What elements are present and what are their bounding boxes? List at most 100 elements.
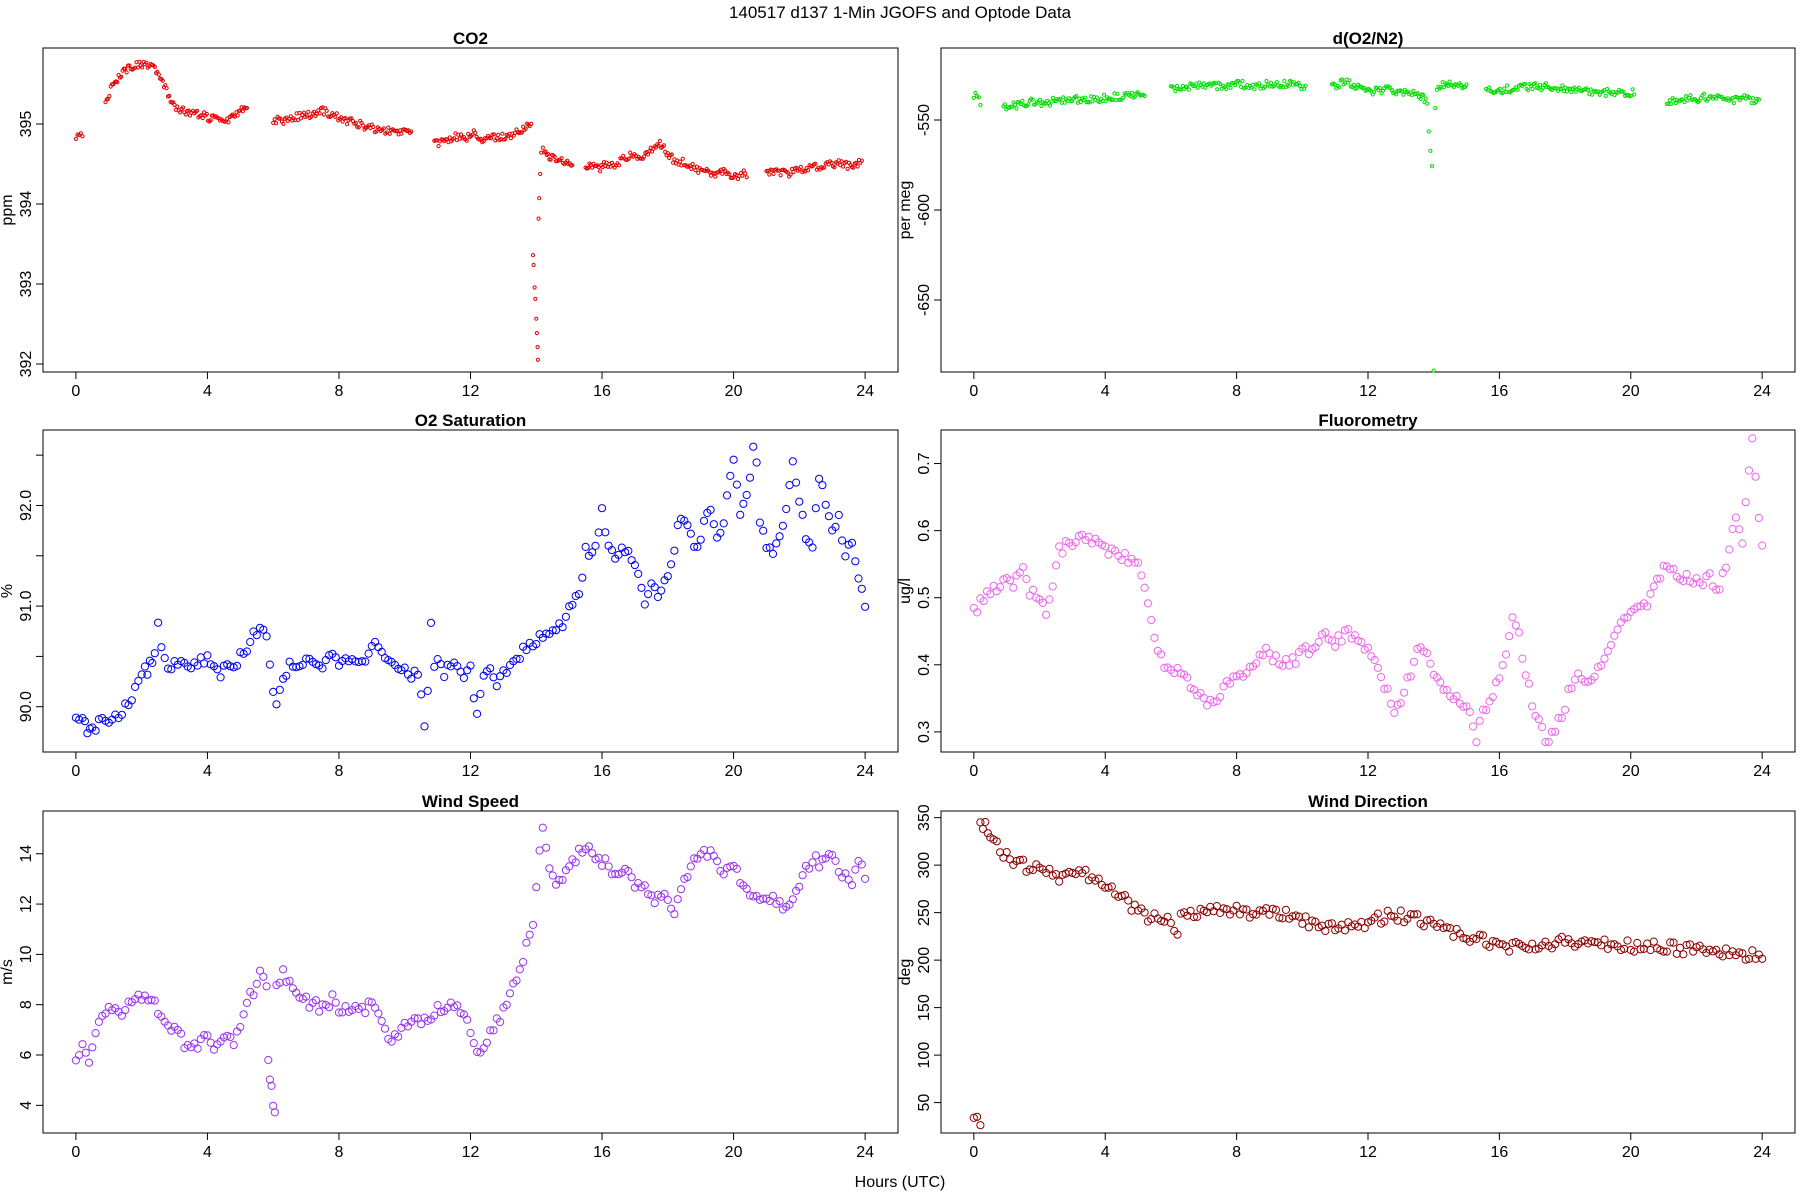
y-tick-label-do2n2: -550 [916,104,933,136]
data-point [163,664,173,673]
data-point [140,65,145,70]
y-tick-label-co2: 392 [18,351,35,378]
data-point [992,837,1001,846]
data-point [259,625,268,634]
data-point [1129,90,1135,96]
data-point [1449,932,1458,941]
data-point [1679,577,1688,586]
data-point [420,722,429,731]
data-point [331,998,340,1007]
data-point [1748,946,1757,955]
data-point [821,500,830,509]
data-point [1621,89,1626,95]
data-point [1488,937,1497,946]
data-point [232,661,242,671]
data-point [127,696,136,705]
data-point [91,726,100,735]
data-point [464,138,469,143]
panel-title-do2n2: d(O2/N2) [1333,29,1404,48]
panel-wspd: Wind Speed 0 4 8 12 16 20 24 4 6 8 10 12 14 m/s [0,792,899,1161]
data-point [1508,938,1517,948]
data-point [841,869,850,878]
data-point [537,196,542,201]
x-tick-label-wspd: 0 [71,1144,80,1161]
data-point [453,1001,462,1010]
data-point [466,1028,475,1038]
x-tick-label-o2sat: 4 [203,763,212,780]
data-point [436,1008,445,1017]
data-point [696,535,705,544]
data-point [265,660,274,669]
data-point [1010,104,1015,109]
data-point [1459,702,1468,711]
data-point [240,109,245,114]
x-tick-label-do2n2: 8 [1232,383,1241,400]
data-point [740,173,745,178]
data-point [601,854,610,863]
data-point [765,543,774,552]
data-point [736,510,745,519]
data-point [1567,684,1576,693]
data-point [1564,684,1573,694]
y-tick-label-wspd: 8 [18,1000,35,1009]
data-point [855,164,860,169]
data-point [318,1000,327,1009]
data-point [1758,954,1767,963]
data-point [377,647,386,657]
data-point [88,1043,97,1052]
data-point [1262,84,1268,89]
data-point [1278,661,1287,671]
data-point [1002,848,1011,857]
data-point [246,637,255,647]
data-point [1104,550,1113,559]
data-point [216,673,225,682]
data-point [538,171,543,177]
data-point [489,1026,498,1035]
data-point [226,662,235,671]
data-point [209,1045,219,1054]
data-point [1237,80,1242,85]
data-point [1045,595,1054,604]
data-point [94,1017,104,1027]
data-point [1372,89,1377,95]
data-point [515,965,524,974]
data-point [1688,93,1693,98]
data-point [1275,913,1284,922]
data-point [1497,86,1502,91]
plot-frame-o2sat [42,429,899,753]
data-point [696,170,701,175]
y-tick-label-wdir: 100 [916,1042,933,1069]
data-point [1533,81,1538,86]
data-point [1321,628,1330,637]
data-point [1274,80,1280,85]
data-point [1713,96,1719,101]
data-point [508,136,513,141]
x-tick-label-co2: 16 [593,383,611,400]
data-point [690,161,695,167]
data-point [973,1112,982,1121]
data-point [545,864,554,873]
data-point [1245,662,1254,672]
data-point [661,143,667,148]
data-point [1675,943,1685,953]
x-tick-label-o2sat: 0 [71,763,80,780]
data-point [1701,91,1707,96]
data-point [1431,368,1436,373]
data-point [377,1016,386,1026]
data-point [1518,654,1527,663]
data-point [1505,632,1514,641]
data-point [148,658,157,668]
data-point [343,116,348,121]
series-wspd [71,823,870,1117]
data-point [607,546,617,555]
data-point [387,1037,396,1046]
data-point [805,864,814,873]
data-point [486,664,495,673]
data-point [1137,571,1146,580]
data-point [1560,83,1565,88]
data-point [1150,909,1159,918]
data-point [677,159,683,164]
data-point [1721,563,1731,572]
x-tick-label-wdir: 24 [1753,1144,1771,1161]
data-point [193,1044,202,1053]
